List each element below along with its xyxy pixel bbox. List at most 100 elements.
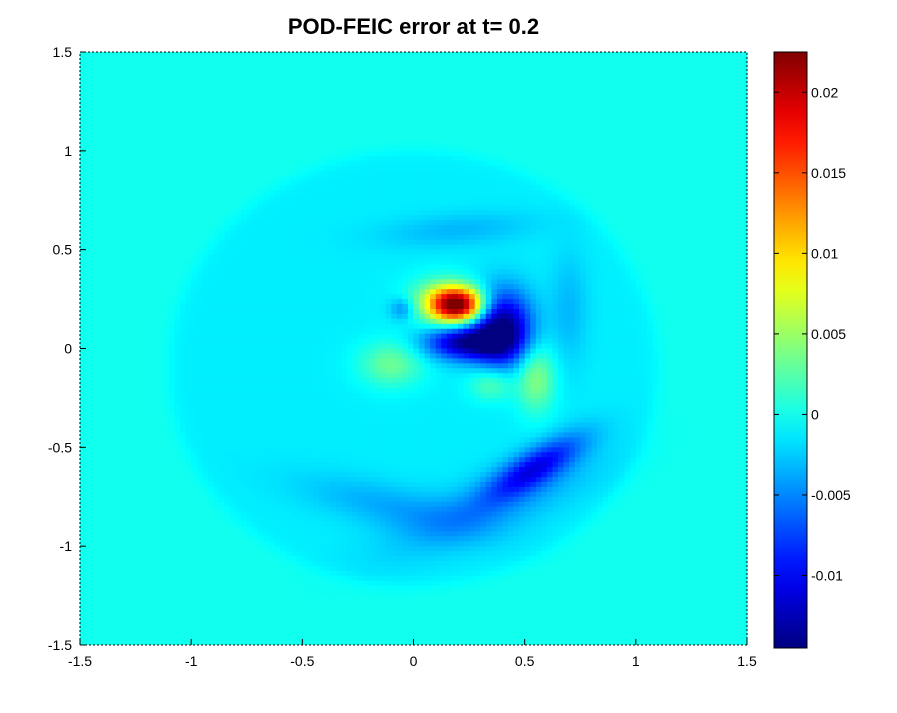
heatmap-cell	[113, 66, 120, 73]
heatmap-cell	[708, 91, 715, 98]
heatmap-cell	[685, 175, 693, 182]
heatmap-cell	[685, 131, 693, 137]
heatmap-cell	[213, 101, 220, 107]
heatmap-cell	[296, 86, 303, 93]
heatmap-cell	[341, 195, 348, 201]
heatmap-cell	[524, 234, 531, 241]
heatmap-cell	[85, 81, 92, 88]
heatmap-cell	[446, 175, 454, 182]
heatmap-cell	[435, 175, 442, 182]
heatmap-cell	[346, 249, 353, 256]
heatmap-cell	[452, 76, 459, 83]
heatmap-cell	[480, 121, 487, 127]
heatmap-cell	[719, 136, 726, 142]
heatmap-cell	[569, 86, 576, 93]
heatmap-cell	[191, 66, 198, 73]
heatmap-cell	[107, 111, 114, 117]
heatmap-cell	[313, 66, 320, 73]
heatmap-cell	[202, 96, 209, 103]
heatmap-cell	[524, 140, 531, 147]
heatmap-cell	[363, 244, 370, 251]
heatmap-cell	[285, 81, 292, 88]
heatmap-cell	[580, 121, 587, 127]
heatmap-cell	[580, 220, 587, 226]
heatmap-cell	[691, 131, 698, 137]
heatmap-cell	[313, 210, 320, 216]
heatmap-cell	[613, 111, 620, 117]
heatmap-cell	[535, 229, 542, 236]
heatmap-cell	[524, 76, 531, 83]
heatmap-cell	[385, 140, 392, 147]
heatmap-cell	[519, 180, 526, 187]
heatmap-cell	[180, 140, 187, 147]
heatmap-cell	[430, 96, 437, 103]
heatmap-cell	[363, 239, 370, 246]
heatmap-cell	[319, 249, 326, 256]
heatmap-cell	[646, 101, 654, 107]
heatmap-cell	[580, 234, 587, 241]
heatmap-cell	[485, 210, 492, 216]
heatmap-cell	[363, 61, 370, 68]
heatmap-cell	[674, 136, 681, 142]
heatmap-cell	[702, 244, 709, 251]
heatmap-cell	[563, 195, 570, 201]
heatmap-cell	[569, 111, 576, 117]
heatmap-cell	[541, 155, 548, 162]
heatmap-cell	[285, 126, 292, 132]
heatmap-cell	[391, 71, 398, 78]
heatmap-cell	[263, 210, 270, 216]
heatmap-cell	[202, 160, 209, 167]
heatmap-cell	[457, 160, 465, 167]
heatmap-cell	[135, 81, 142, 88]
heatmap-cell	[324, 165, 331, 172]
heatmap-cell	[735, 239, 743, 246]
heatmap-cell	[102, 96, 109, 103]
heatmap-cell	[680, 165, 687, 172]
heatmap-cell	[341, 116, 348, 122]
heatmap-cell	[608, 205, 615, 211]
heatmap-cell	[702, 175, 709, 182]
heatmap-cell	[196, 200, 203, 206]
heatmap-cell	[674, 210, 681, 216]
heatmap-cell	[263, 136, 270, 142]
heatmap-cell	[457, 190, 465, 196]
heatmap-cell	[685, 96, 693, 103]
heatmap-cell	[330, 66, 337, 73]
heatmap-cell	[619, 180, 626, 187]
heatmap-cell	[524, 205, 531, 211]
heatmap-cell	[291, 200, 298, 206]
heatmap-cell	[541, 81, 548, 88]
heatmap-cell	[163, 116, 170, 122]
heatmap-cell	[146, 52, 153, 58]
heatmap-cell	[563, 96, 570, 103]
heatmap-cell	[141, 229, 148, 236]
heatmap-cell	[608, 131, 615, 137]
heatmap-cell	[541, 56, 548, 63]
heatmap-cell	[446, 52, 454, 58]
heatmap-cell	[324, 224, 331, 231]
heatmap-cell	[302, 234, 309, 241]
heatmap-cell	[241, 121, 248, 127]
heatmap-cell	[396, 52, 403, 58]
heatmap-cell	[230, 234, 237, 241]
heatmap-cell	[635, 106, 642, 112]
heatmap-cell	[619, 111, 626, 117]
heatmap-cell	[457, 200, 465, 206]
heatmap-cell	[302, 81, 309, 88]
heatmap-cell	[419, 111, 426, 117]
heatmap-cell	[246, 195, 253, 201]
heatmap-cell	[385, 71, 392, 78]
heatmap-cell	[369, 96, 376, 103]
heatmap-cell	[419, 66, 426, 73]
heatmap-cell	[91, 140, 98, 147]
heatmap-cell	[591, 155, 598, 162]
heatmap-cell	[396, 155, 403, 162]
heatmap-cell	[741, 155, 747, 162]
heatmap-cell	[413, 126, 420, 132]
heatmap-cell	[369, 126, 376, 132]
heatmap-cell	[435, 249, 442, 256]
heatmap-cell	[646, 86, 654, 93]
heatmap-cell	[424, 210, 431, 216]
heatmap-cell	[280, 81, 287, 88]
heatmap-cell	[535, 136, 542, 142]
